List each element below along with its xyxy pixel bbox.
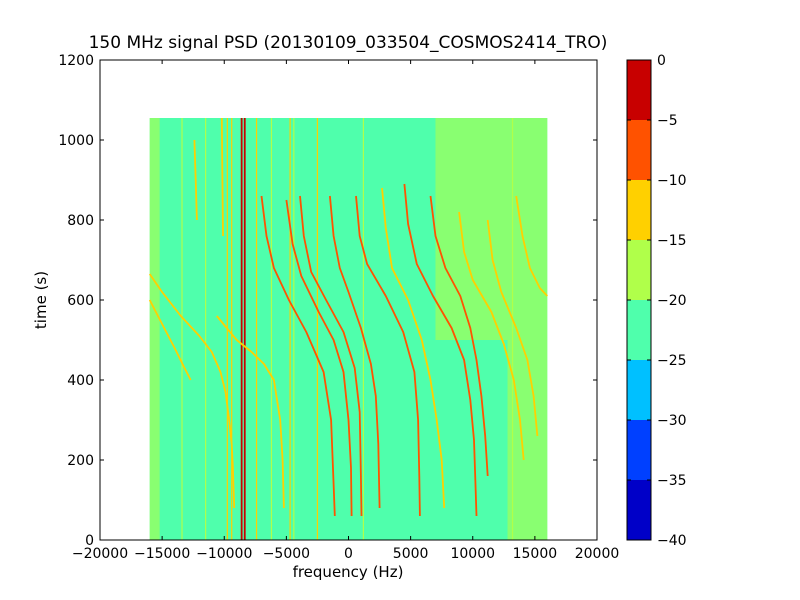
colorbar-segment [627, 480, 651, 540]
signal-doppler-trace [220, 117, 224, 237]
colorbar-tick-label: −35 [657, 473, 687, 489]
heatmap-band-region [149, 118, 160, 540]
signal-doppler-trace [515, 195, 548, 297]
heatmap-layer [148, 117, 548, 540]
signal-doppler-trace [193, 139, 198, 221]
y-tick-label: 600 [67, 293, 94, 309]
colorbar-segment [627, 240, 651, 300]
colorbar-tick-label: −30 [657, 413, 687, 429]
colorbar-segment [627, 300, 651, 360]
colorbar-segment [627, 60, 651, 120]
colorbar [626, 59, 652, 541]
x-tick-label: −5000 [263, 546, 310, 562]
colorbar-segment [627, 420, 651, 480]
x-axis-ticks: −20000 −15000 −10000 −5000 0 5000 10000 15000 20… [72, 60, 619, 562]
chart-title: 150 MHz signal PSD (20130109_033504_COSM… [89, 33, 608, 53]
colorbar-ticks: 0 −5 −10 −15 −20 −25 −30 −35 −40 [627, 53, 687, 549]
colorbar-tick-label: −25 [657, 353, 687, 369]
signal-doppler-trace [486, 219, 539, 437]
colorbar-segment [627, 360, 651, 420]
x-tick-label: −10000 [196, 546, 252, 562]
y-tick-label: 0 [85, 533, 94, 549]
colorbar-segment [627, 120, 651, 180]
x-tick-label: −20000 [72, 546, 128, 562]
signal-doppler-trace [381, 187, 446, 509]
x-axis-label: frequency (Hz) [293, 563, 404, 581]
x-tick-label: 0 [344, 546, 353, 562]
x-tick-label: 10000 [450, 546, 495, 562]
y-tick-label: 400 [67, 373, 94, 389]
signal-doppler-trace [216, 315, 285, 509]
colorbar-tick-label: 0 [657, 53, 666, 69]
colorbar-tick-label: −10 [657, 173, 687, 189]
heatmap-band-region [435, 118, 548, 340]
x-tick-label: −15000 [134, 546, 190, 562]
signal-doppler-trace [429, 195, 489, 477]
y-tick-label: 800 [67, 213, 94, 229]
signal-doppler-trace [148, 273, 236, 509]
y-axis-ticks: 0 200 400 600 800 1000 1200 [58, 53, 597, 549]
heatmap-band-region [507, 340, 548, 540]
colorbar-segment [627, 180, 651, 240]
colorbar-tick-label: −40 [657, 533, 687, 549]
signal-doppler-trace [260, 195, 336, 517]
y-axis-label: time (s) [32, 271, 50, 329]
signal-doppler-trace [403, 183, 478, 517]
signal-doppler-trace [355, 195, 421, 517]
y-tick-label: 1000 [58, 133, 94, 149]
signal-doppler-trace [329, 195, 381, 509]
colorbar-tick-label: −15 [657, 233, 687, 249]
y-tick-label: 1200 [58, 53, 94, 69]
plot-area [99, 59, 598, 541]
signal-doppler-trace [285, 199, 353, 517]
colorbar-tick-label: −20 [657, 293, 687, 309]
x-tick-label: 5000 [393, 546, 429, 562]
x-tick-label: 15000 [513, 546, 558, 562]
signal-doppler-trace [299, 195, 363, 517]
colorbar-tick-label: −5 [657, 113, 678, 129]
signal-doppler-trace [458, 211, 525, 461]
y-tick-label: 200 [67, 453, 94, 469]
x-tick-label: 20000 [575, 546, 620, 562]
signal-doppler-trace [148, 299, 192, 381]
